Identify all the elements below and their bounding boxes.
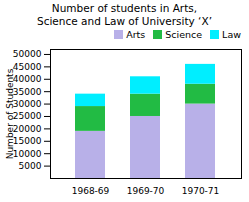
svg-text:15000: 15000 [13, 136, 42, 146]
html-text:Science and Law of University: Science and Law of University ‘X’ [37, 15, 212, 27]
svg-text:1968-69: 1968-69 [72, 186, 110, 196]
svg-text:45000: 45000 [13, 62, 42, 72]
svg-text:30000: 30000 [13, 99, 42, 109]
html-text:Arts: Arts [126, 29, 146, 40]
svg-text:Number of Students: Number of Students [5, 68, 15, 159]
svg-text:25000: 25000 [13, 111, 42, 121]
svg-text:1969-70: 1969-70 [127, 186, 165, 196]
svg-text:5000: 5000 [19, 161, 42, 171]
svg-text:10000: 10000 [13, 149, 42, 159]
svg-text:1970-71: 1970-71 [182, 186, 220, 196]
svg-text:50000: 50000 [13, 49, 42, 59]
svg-text:20000: 20000 [13, 124, 42, 134]
html-text:Number of students in Arts,: Number of students in Arts, [51, 2, 198, 14]
svg-text:35000: 35000 [13, 87, 42, 97]
html-text:Science: Science [165, 29, 203, 40]
html-text:Law: Law [222, 29, 241, 40]
svg-text:40000: 40000 [13, 74, 42, 84]
